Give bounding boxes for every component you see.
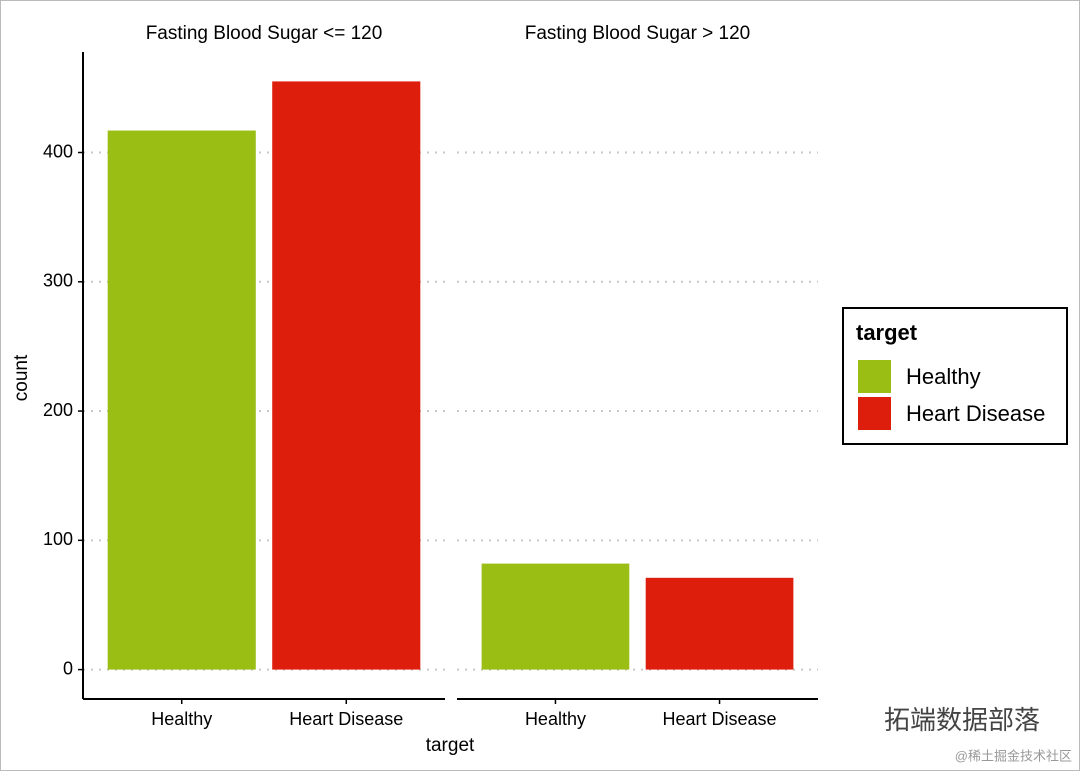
watermark-site: @稀土掘金技术社区 [955, 748, 1072, 763]
y-tick-label: 0 [63, 658, 73, 678]
legend-label: Heart Disease [906, 401, 1045, 426]
x-tick-label: Healthy [151, 709, 212, 729]
bar [107, 130, 256, 670]
x-axis-title: target [426, 735, 475, 756]
x-tick-label: Heart Disease [289, 709, 403, 729]
legend-label: Healthy [906, 364, 981, 389]
bar [481, 563, 630, 670]
x-tick-label: Healthy [525, 709, 586, 729]
y-tick-label: 400 [43, 141, 73, 161]
bar [272, 81, 421, 670]
facet-title: Fasting Blood Sugar <= 120 [146, 23, 383, 44]
y-axis-title: count [11, 354, 32, 401]
watermark-brand: 拓端数据部落 [884, 705, 1040, 735]
y-tick-label: 300 [43, 271, 73, 291]
legend-swatch [858, 360, 891, 393]
x-tick-label: Heart Disease [663, 709, 777, 729]
bar [645, 577, 794, 670]
y-tick-label: 100 [43, 529, 73, 549]
facet-title: Fasting Blood Sugar > 120 [525, 23, 751, 44]
legend-swatch [858, 397, 891, 430]
legend-title: target [856, 320, 918, 345]
y-tick-label: 200 [43, 400, 73, 420]
